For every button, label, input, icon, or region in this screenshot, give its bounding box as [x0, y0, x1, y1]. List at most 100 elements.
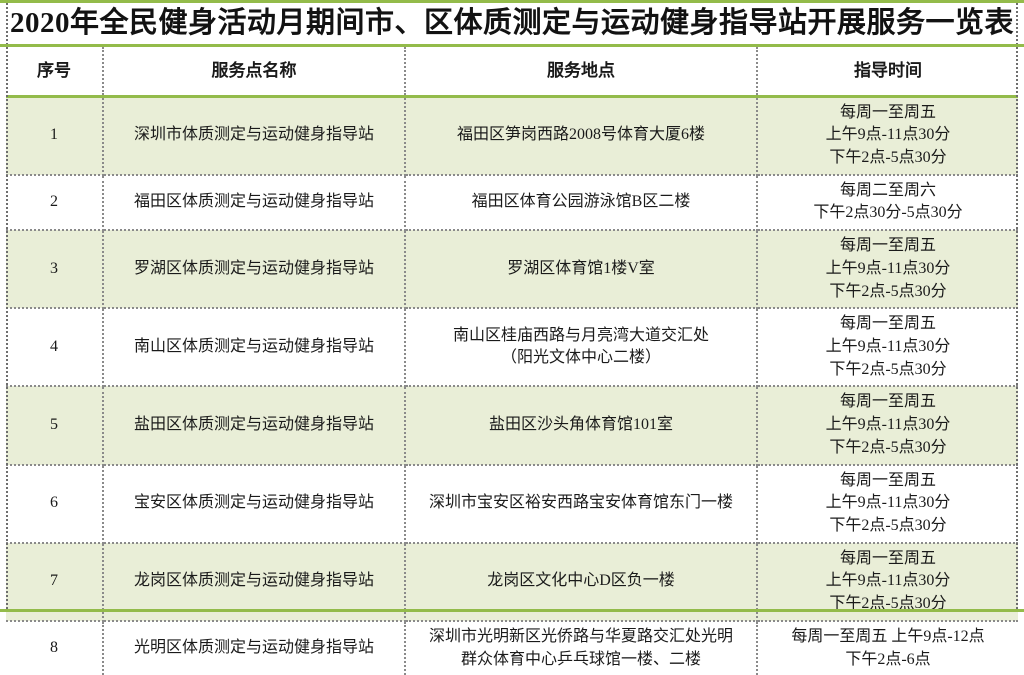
cell-address-line: 群众体育中心乒乓球馆一楼、二楼 — [460, 650, 701, 668]
column-header-addr: 服务地点 — [405, 47, 758, 98]
cell-index: 8 — [6, 620, 104, 675]
cell-index-line: 1 — [50, 126, 58, 144]
cell-index: 6 — [6, 464, 104, 544]
table-row: 8 光明区体质测定与运动健身指导站 深圳市光明新区光侨路与华夏路交汇处光明 群众体育中… — [6, 620, 1018, 675]
cell-address-line: 深圳市宝安区裕安西路宝安体育馆东门一楼 — [428, 494, 733, 512]
cell-station-name: 光明区体质测定与运动健身指导站 — [103, 620, 406, 675]
bottom-frame-rail — [0, 609, 1024, 612]
cell-index: 5 — [6, 386, 104, 466]
cell-index: 7 — [6, 542, 104, 622]
cell-station-name-line: 南山区体质测定与运动健身指导站 — [133, 337, 374, 355]
cell-address: 福田区笋岗西路2008号体育大厦6楼 — [405, 96, 758, 176]
left-frame-rail — [6, 47, 8, 612]
cell-station-name-line: 宝安区体质测定与运动健身指导站 — [133, 494, 374, 512]
cell-hours: 每周二至周六下午2点30分-5点30分 — [757, 174, 1018, 232]
table-header: 序号 服务点名称 服务地点 指导时间 — [6, 47, 1018, 98]
cell-hours: 每周一至周五 上午9点-11点30分 下午2点-5点30分 — [757, 230, 1018, 310]
cell-hours-line: 每周一至周五 — [839, 471, 936, 489]
cell-address-line: 南山区桂庙西路与月亮湾大道交汇处 — [452, 326, 709, 344]
cell-hours: 每周一至周五 上午9点-11点30分 下午2点-5点30分 — [757, 542, 1018, 622]
cell-hours-line: 每周一至周五 — [839, 549, 936, 567]
table-row: 2 福田区体质测定与运动健身指导站 福田区体育公园游泳馆B区二楼 每周二至周六下午2点… — [6, 174, 1018, 232]
cell-hours-line: 下午2点-6点 — [845, 650, 931, 668]
cell-address: 南山区桂庙西路与月亮湾大道交汇处 （阳光文体中心二楼） — [405, 308, 758, 388]
cell-hours-line: 上午9点-11点30分 — [825, 337, 951, 355]
cell-hours-line: 上午9点-11点30分 — [825, 416, 951, 434]
cell-hours-line: 每周二至周六 — [839, 181, 936, 199]
cell-station-name: 盐田区体质测定与运动健身指导站 — [103, 386, 406, 466]
cell-hours-line: 下午2点30分-5点30分 — [813, 204, 963, 222]
cell-address: 龙岗区文化中心D区负一楼 — [405, 542, 758, 622]
cell-hours-line: 上午9点-11点30分 — [825, 572, 951, 590]
column-header-name: 服务点名称 — [103, 47, 406, 98]
cell-station-name: 宝安区体质测定与运动健身指导站 — [103, 464, 406, 544]
cell-address-line: 福田区笋岗西路2008号体育大厦6楼 — [456, 126, 705, 144]
table-body: 1 深圳市体质测定与运动健身指导站 福田区笋岗西路2008号体育大厦6楼 每周一至周五… — [6, 96, 1018, 675]
cell-station-name-line: 深圳市体质测定与运动健身指导站 — [133, 126, 374, 144]
cell-address-line: （阳光文体中心二楼） — [500, 349, 661, 367]
cell-station-name-line: 龙岗区体质测定与运动健身指导站 — [133, 572, 374, 590]
cell-address-line: 龙岗区文化中心D区负一楼 — [487, 572, 675, 590]
cell-index-line: 7 — [50, 572, 58, 590]
cell-station-name-line: 福田区体质测定与运动健身指导站 — [133, 193, 374, 211]
table-row: 7 龙岗区体质测定与运动健身指导站 龙岗区文化中心D区负一楼 每周一至周五 上午9点-1… — [6, 542, 1018, 622]
cell-hours-line: 上午9点-11点30分 — [825, 126, 951, 144]
cell-hours: 每周一至周五 上午9点-11点30分 下午2点-5点30分 — [757, 386, 1018, 466]
cell-index-line: 5 — [50, 416, 58, 434]
cell-hours-line: 每周一至周五 上午9点-12点 — [791, 627, 985, 645]
cell-index-line: 6 — [50, 494, 58, 512]
cell-hours-line: 上午9点-11点30分 — [825, 259, 951, 277]
cell-station-name-line: 盐田区体质测定与运动健身指导站 — [133, 416, 374, 434]
cell-hours-line: 上午9点-11点30分 — [825, 494, 951, 512]
cell-address: 盐田区沙头角体育馆101室 — [405, 386, 758, 466]
column-header-no: 序号 — [6, 47, 104, 98]
cell-hours-line: 每周一至周五 — [839, 315, 936, 333]
table-row: 6 宝安区体质测定与运动健身指导站 深圳市宝安区裕安西路宝安体育馆东门一楼 每周一至周… — [6, 464, 1018, 544]
cell-address: 福田区体育公园游泳馆B区二楼 — [405, 174, 758, 232]
column-header-time: 指导时间 — [757, 47, 1018, 98]
cell-index: 4 — [6, 308, 104, 388]
cell-address-line: 深圳市光明新区光侨路与华夏路交汇处光明 — [428, 627, 733, 645]
cell-address-line: 福田区体育公园游泳馆B区二楼 — [471, 193, 691, 211]
cell-hours: 每周一至周五 上午9点-11点30分 下午2点-5点30分 — [757, 308, 1018, 388]
cell-address-line: 盐田区沙头角体育馆101室 — [488, 416, 673, 434]
cell-station-name: 深圳市体质测定与运动健身指导站 — [103, 96, 406, 176]
cell-hours-line: 下午2点-5点30分 — [829, 517, 947, 534]
cell-address-line: 罗湖区体育馆1楼V室 — [507, 259, 655, 277]
cell-hours: 每周一至周五 上午9点-11点30分 下午2点-5点30分 — [757, 96, 1018, 176]
cell-index-line: 8 — [50, 639, 58, 657]
table-row: 4 南山区体质测定与运动健身指导站 南山区桂庙西路与月亮湾大道交汇处 （阳光文体中心二… — [6, 308, 1018, 388]
cell-hours: 每周一至周五 上午9点-12点 下午2点-6点 — [757, 620, 1018, 675]
cell-station-name-line: 罗湖区体质测定与运动健身指导站 — [133, 259, 374, 277]
cell-index: 1 — [6, 96, 104, 176]
cell-index-line: 2 — [50, 193, 58, 211]
title-band: 2020年全民健身活动月期间市、区体质测定与运动健身指导站开展服务一览表 — [0, 0, 1024, 47]
cell-hours-line: 下午2点-5点30分 — [829, 595, 947, 613]
cell-index-line: 3 — [50, 259, 58, 277]
cell-station-name: 罗湖区体质测定与运动健身指导站 — [103, 230, 406, 310]
cell-hours-line: 每周一至周五 — [839, 393, 936, 411]
cell-station-name: 龙岗区体质测定与运动健身指导站 — [103, 542, 406, 622]
page-title: 2020年全民健身活动月期间市、区体质测定与运动健身指导站开展服务一览表 — [9, 7, 1014, 39]
cell-station-name: 南山区体质测定与运动健身指导站 — [103, 308, 406, 388]
cell-hours-line: 每周一至周五 — [839, 103, 936, 121]
service-stations-table: 序号 服务点名称 服务地点 指导时间 1 深圳市体质测定与运动健身指导站 福田区笋岗… — [6, 47, 1018, 675]
cell-hours-line: 下午2点-5点30分 — [829, 282, 947, 300]
cell-station-name: 福田区体质测定与运动健身指导站 — [103, 174, 406, 232]
table-row: 5 盐田区体质测定与运动健身指导站 盐田区沙头角体育馆101室 每周一至周五 上午9点-… — [6, 386, 1018, 466]
cell-index: 3 — [6, 230, 104, 310]
table-header-row: 序号 服务点名称 服务地点 指导时间 — [6, 47, 1018, 98]
cell-hours-line: 下午2点-5点30分 — [829, 360, 947, 378]
table-row: 1 深圳市体质测定与运动健身指导站 福田区笋岗西路2008号体育大厦6楼 每周一至周五… — [6, 96, 1018, 176]
table-row: 3 罗湖区体质测定与运动健身指导站 罗湖区体育馆1楼V室 每周一至周五 上午9点-11点… — [6, 230, 1018, 310]
cell-hours-line: 下午2点-5点30分 — [829, 438, 947, 456]
cell-address: 深圳市宝安区裕安西路宝安体育馆东门一楼 — [405, 464, 758, 544]
cell-index: 2 — [6, 174, 104, 232]
cell-address: 深圳市光明新区光侨路与华夏路交汇处光明 群众体育中心乒乓球馆一楼、二楼 — [405, 620, 758, 675]
right-frame-rail — [1016, 47, 1018, 612]
cell-hours-line: 下午2点-5点30分 — [829, 148, 947, 166]
cell-station-name-line: 光明区体质测定与运动健身指导站 — [133, 639, 374, 657]
cell-index-line: 4 — [50, 337, 58, 355]
cell-hours-line: 每周一至周五 — [839, 237, 936, 255]
